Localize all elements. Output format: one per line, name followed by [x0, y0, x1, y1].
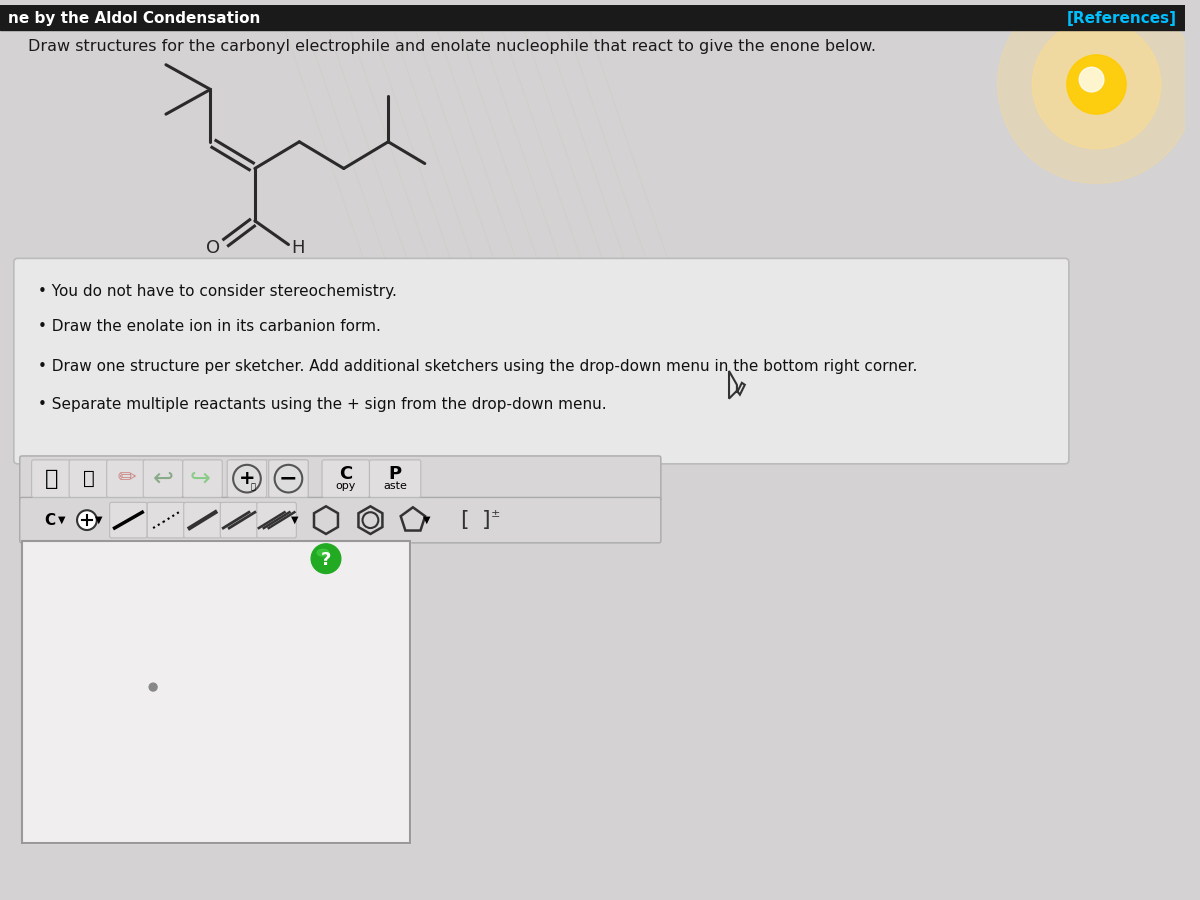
Ellipse shape [997, 0, 1195, 184]
Text: • Draw the enolate ion in its carbanion form.: • Draw the enolate ion in its carbanion … [37, 319, 380, 334]
FancyBboxPatch shape [19, 456, 661, 501]
Circle shape [77, 510, 97, 530]
Text: [References]: [References] [1067, 11, 1177, 26]
Text: ▼: ▼ [290, 515, 298, 525]
Ellipse shape [1079, 68, 1104, 92]
Text: C: C [340, 464, 353, 482]
FancyBboxPatch shape [31, 460, 71, 498]
Text: 🧴: 🧴 [83, 469, 95, 488]
Text: 🤚: 🤚 [44, 469, 58, 489]
FancyBboxPatch shape [184, 502, 221, 538]
Text: • You do not have to consider stereochemistry.: • You do not have to consider stereochem… [37, 284, 396, 300]
Text: ne by the Aldol Condensation: ne by the Aldol Condensation [8, 11, 260, 26]
Ellipse shape [317, 549, 329, 556]
Text: +: + [239, 469, 256, 488]
FancyBboxPatch shape [257, 502, 296, 538]
Text: ]: ] [481, 510, 491, 530]
Text: Draw structures for the carbonyl electrophile and enolate nucleophile that react: Draw structures for the carbonyl electro… [28, 40, 876, 55]
FancyBboxPatch shape [269, 460, 308, 498]
FancyBboxPatch shape [182, 460, 222, 498]
FancyBboxPatch shape [107, 460, 146, 498]
Text: O: O [206, 239, 221, 257]
Bar [0, 5, 1186, 31]
Text: [: [ [460, 510, 468, 530]
FancyBboxPatch shape [109, 502, 148, 538]
FancyBboxPatch shape [19, 498, 661, 543]
FancyBboxPatch shape [322, 460, 370, 498]
Text: opy: opy [336, 481, 356, 491]
Text: ↪: ↪ [190, 466, 211, 490]
Text: aste: aste [383, 481, 407, 491]
FancyBboxPatch shape [370, 460, 421, 498]
Text: ±: ± [491, 509, 500, 519]
Text: −: − [280, 469, 298, 489]
Text: • Draw one structure per sketcher. Add additional sketchers using the drop-down : • Draw one structure per sketcher. Add a… [37, 358, 917, 374]
Text: ✏: ✏ [118, 468, 136, 488]
Text: ?: ? [320, 551, 331, 569]
Text: 🔍: 🔍 [251, 482, 256, 491]
Circle shape [149, 683, 157, 691]
Circle shape [275, 464, 302, 492]
Text: ▼: ▼ [58, 515, 65, 525]
Text: ↩: ↩ [152, 466, 174, 490]
FancyBboxPatch shape [269, 460, 308, 498]
Text: P: P [389, 464, 402, 482]
Text: • Separate multiple reactants using the + sign from the drop-down menu.: • Separate multiple reactants using the … [37, 397, 606, 412]
FancyBboxPatch shape [227, 460, 266, 498]
FancyBboxPatch shape [230, 460, 270, 498]
FancyBboxPatch shape [148, 502, 185, 538]
Text: H: H [292, 239, 305, 257]
FancyBboxPatch shape [14, 258, 1069, 464]
Circle shape [233, 464, 260, 492]
FancyBboxPatch shape [143, 460, 182, 498]
FancyBboxPatch shape [70, 460, 109, 498]
Text: C: C [44, 513, 55, 527]
Ellipse shape [1032, 21, 1160, 148]
Text: ▼: ▼ [422, 515, 431, 525]
Bar [22, 541, 410, 843]
Ellipse shape [1067, 55, 1126, 114]
Text: ▼: ▼ [95, 515, 102, 525]
Bar [22, 541, 410, 843]
FancyBboxPatch shape [221, 502, 258, 538]
Circle shape [311, 544, 341, 573]
